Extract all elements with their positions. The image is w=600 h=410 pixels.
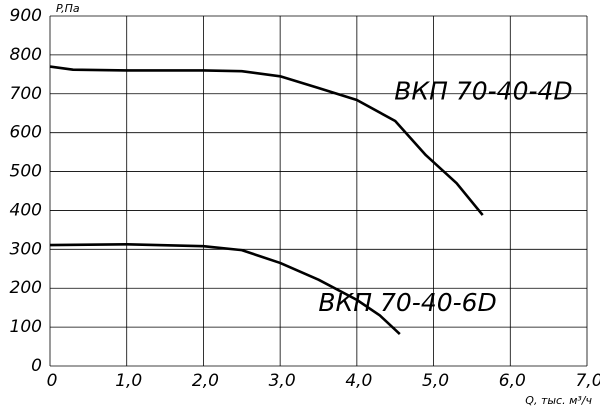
curve (49, 65, 484, 216)
y-axis-label: P,Па (56, 2, 80, 15)
x-tick-label: 1,0 (115, 371, 142, 391)
y-tick-label: 900 (10, 6, 42, 26)
y-tick-label: 100 (10, 317, 42, 337)
x-tick-label: 7,0 (575, 371, 600, 391)
y-tick-label: 500 (10, 162, 42, 182)
series-label: ВКП 70-40-6D (318, 288, 496, 317)
x-tick-label: 2,0 (192, 371, 219, 391)
y-tick-label: 600 (10, 123, 42, 143)
y-tick-label: 200 (10, 278, 42, 298)
x-tick-label: 3,0 (269, 371, 296, 391)
x-tick-label: 5,0 (422, 371, 449, 391)
x-tick-label: 6,0 (499, 371, 526, 391)
y-tick-label: 700 (10, 84, 42, 104)
x-tick-label: 4,0 (345, 371, 372, 391)
y-tick-label: 300 (10, 239, 42, 259)
x-axis-label: Q, тыс. м³/ч (525, 394, 592, 407)
y-tick-label: 400 (10, 200, 42, 220)
x-tick-label: 0 (47, 371, 58, 391)
curve (49, 242, 401, 336)
series-label: ВКП 70-40-4D (394, 77, 572, 106)
y-tick-label: 800 (10, 45, 42, 65)
y-tick-label: 0 (31, 356, 42, 376)
